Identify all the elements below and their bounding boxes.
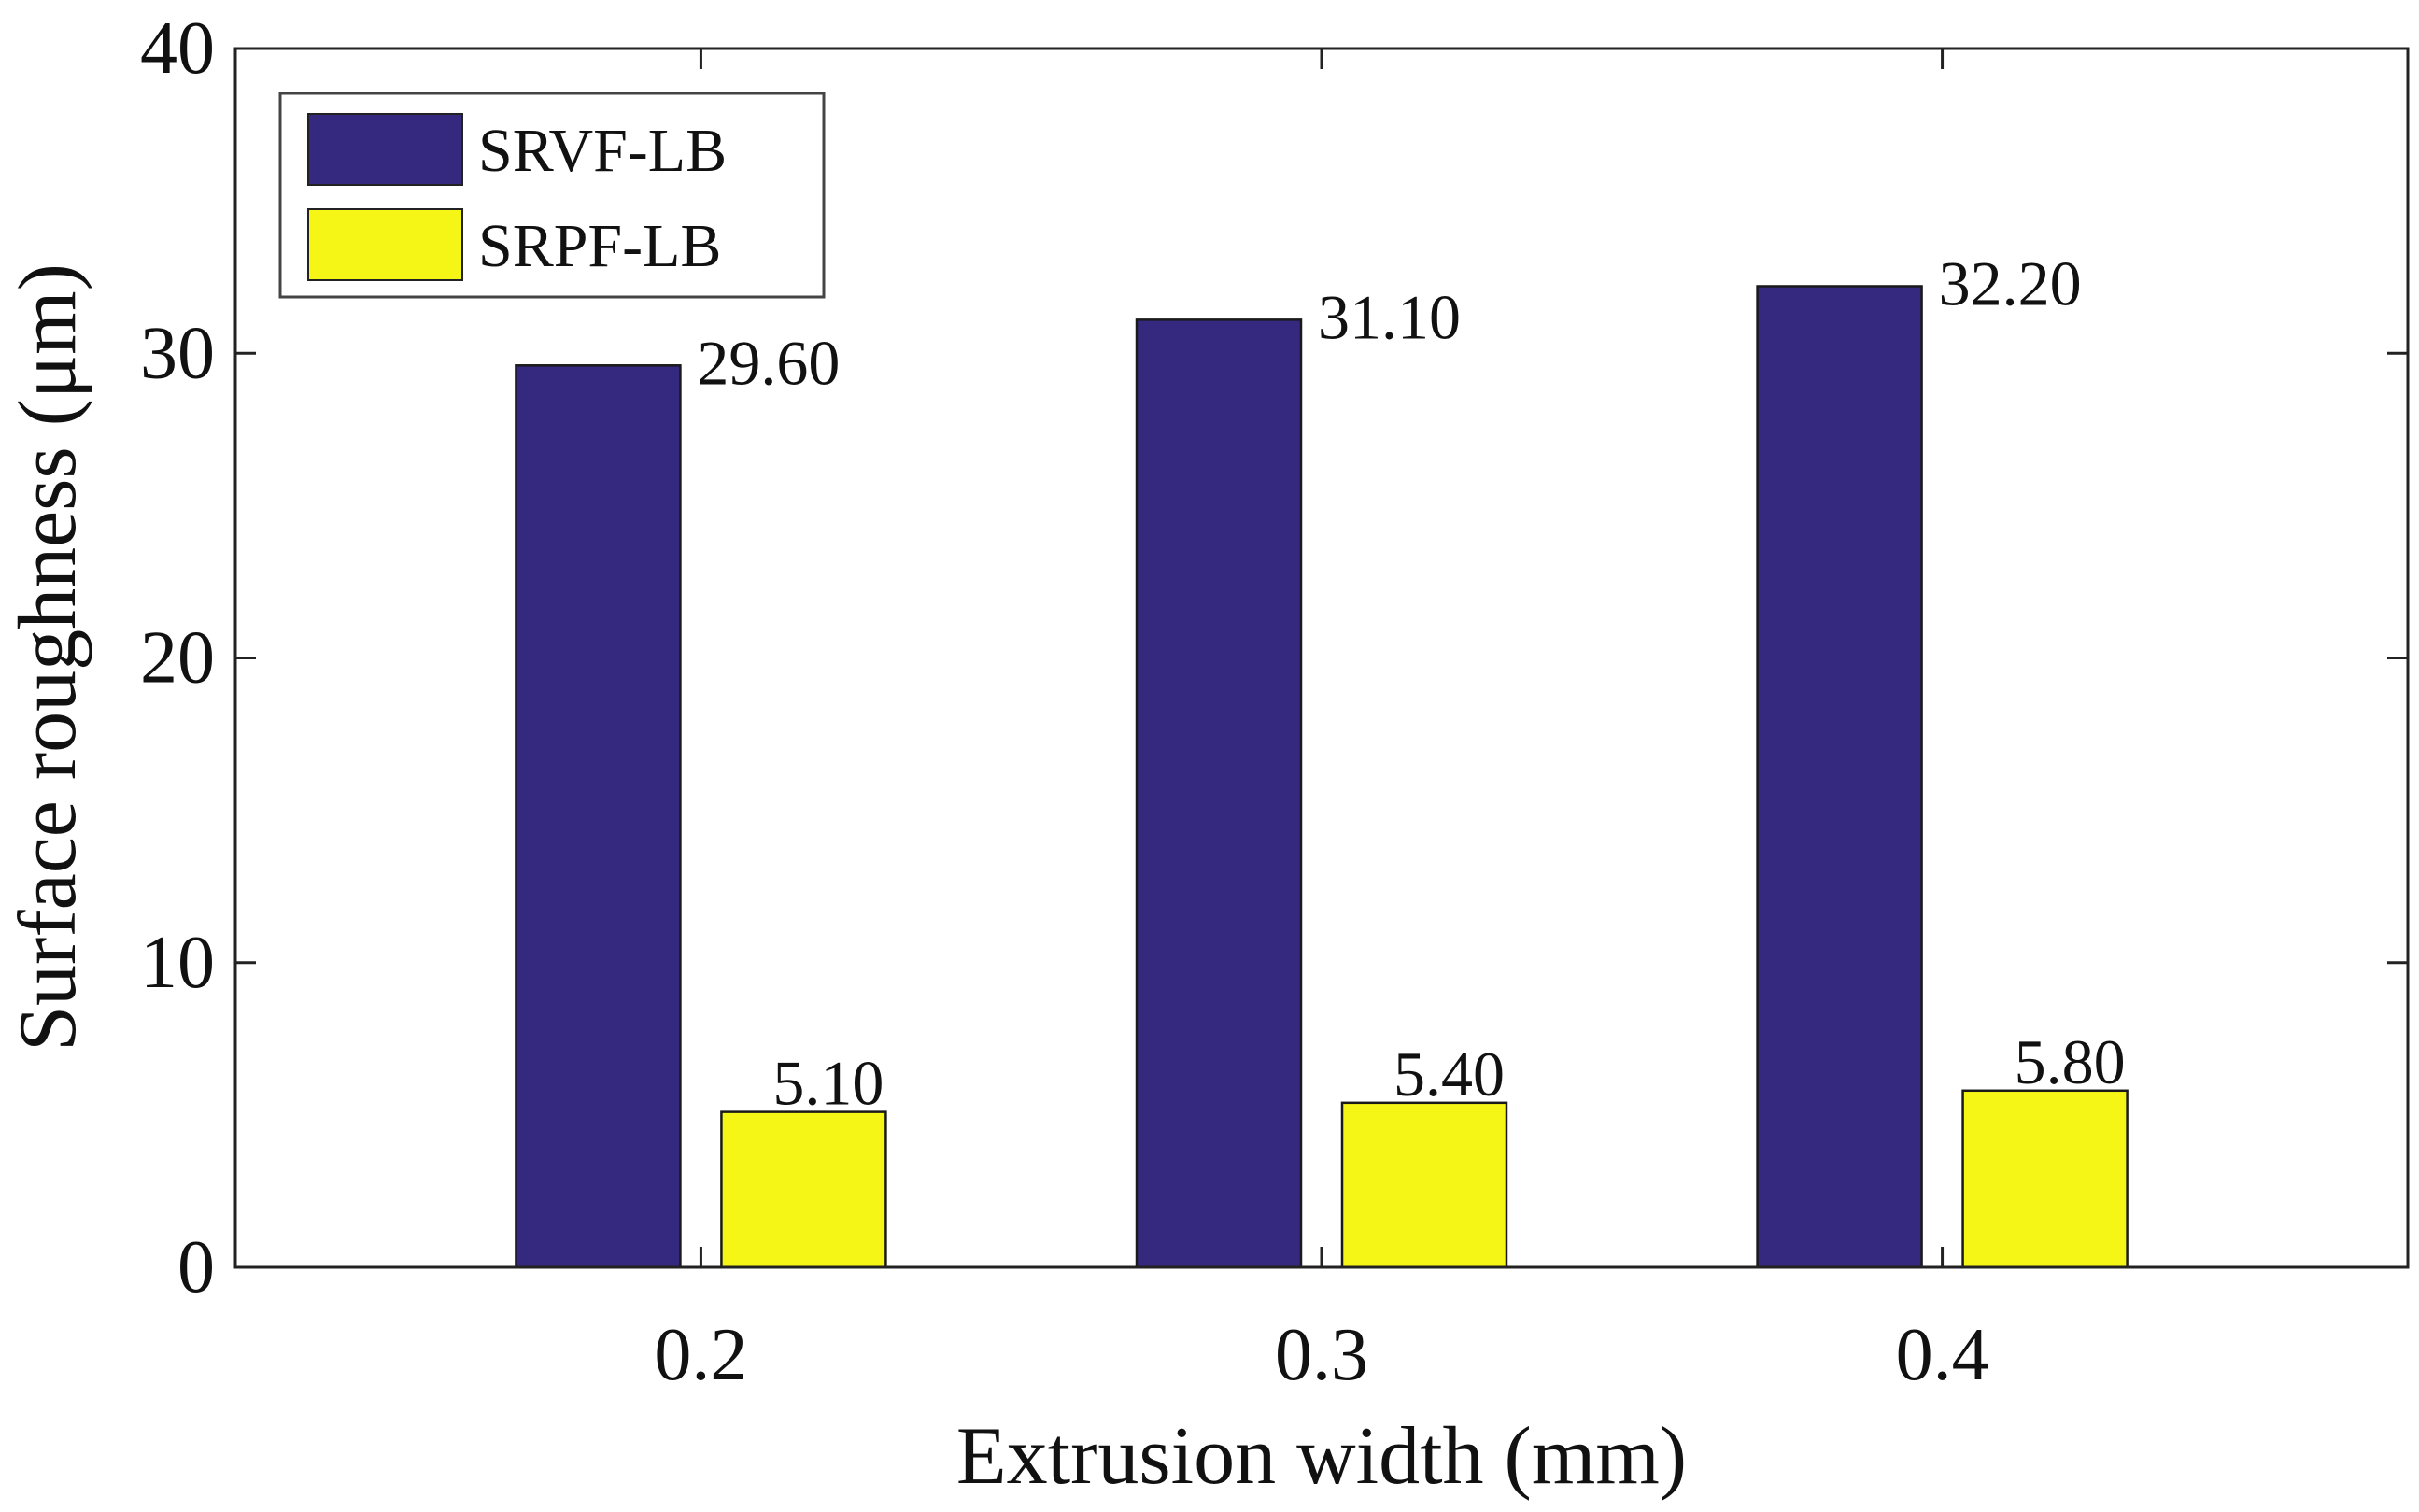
x-tick-label: 0.3 (1275, 1314, 1368, 1396)
legend: SRVF-LB SRPF-LB (278, 92, 826, 299)
x-axis-title: Extrusion width (mm) (956, 1411, 1687, 1502)
data-label-srvf-lb-0.3: 31.10 (1318, 281, 1461, 352)
data-label-srvf-lb-0.2: 29.60 (697, 327, 840, 398)
legend-swatch-srpf-lb (307, 208, 463, 281)
y-tick-label: 30 (140, 312, 215, 394)
bar-srvf-lb-0.2 (515, 364, 682, 1269)
y-tick-label: 40 (140, 7, 215, 90)
y-tick-label: 20 (140, 617, 215, 699)
legend-label-srpf-lb: SRPF-LB (478, 212, 721, 280)
data-label-srpf-lb-0.4: 5.80 (2015, 1026, 2126, 1097)
y-tick-label: 0 (177, 1226, 215, 1308)
data-label-srpf-lb-0.2: 5.10 (772, 1048, 884, 1119)
y-tick-label: 10 (140, 922, 215, 1004)
bar-srpf-lb-0.4 (1961, 1089, 2129, 1269)
data-label-srvf-lb-0.4: 32.20 (1939, 247, 2082, 318)
data-label-srpf-lb-0.3: 5.40 (1393, 1039, 1505, 1109)
legend-swatch-srvf-lb (307, 113, 463, 186)
bar-srvf-lb-0.4 (1756, 285, 1923, 1269)
bar-srvf-lb-0.3 (1135, 318, 1303, 1269)
bar-srpf-lb-0.2 (720, 1110, 887, 1269)
x-tick-label: 0.4 (1896, 1314, 1989, 1396)
x-tick-label: 0.2 (654, 1314, 747, 1396)
y-axis-title: Surface roughness (μm) (3, 263, 93, 1052)
bar-srpf-lb-0.3 (1340, 1101, 1508, 1269)
legend-label-srvf-lb: SRVF-LB (478, 117, 727, 185)
